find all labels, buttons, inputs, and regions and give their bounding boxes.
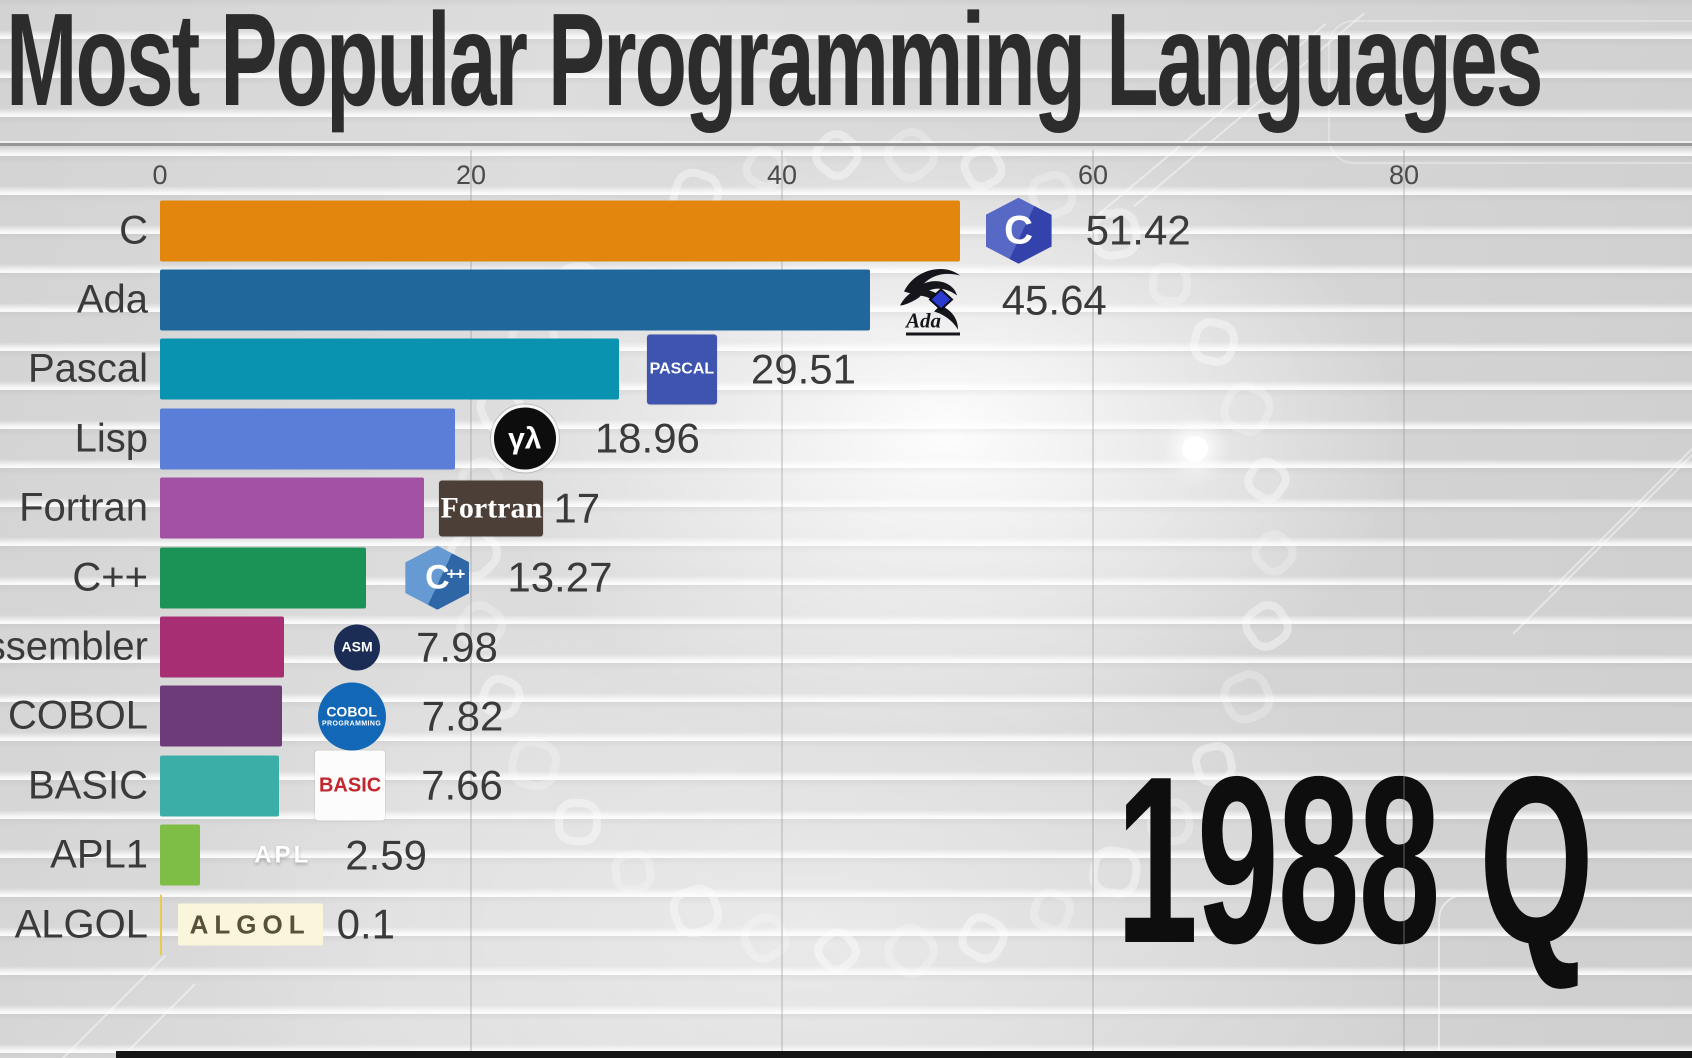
basic-logo-icon: BASIC: [315, 750, 386, 821]
bar: [160, 200, 960, 262]
bar-line: C ++ 13.27: [160, 545, 613, 610]
asm-logo-text: ASM: [341, 638, 373, 655]
bar-row: ALGOL ALGOL 0.1: [0, 890, 1692, 959]
algol-logo-icon: ALGOL: [177, 903, 323, 946]
svg-text:Ada: Ada: [904, 308, 941, 332]
bar: [160, 408, 455, 470]
bar-line: COBOL PROGRAMMING 7.82: [160, 682, 504, 751]
asm-logo-icon: ASM: [334, 624, 381, 671]
bar-line: ALGOL 0.1: [160, 894, 395, 956]
bar-line: BASIC 7.66: [160, 750, 503, 821]
plus-plus-glyph: ++: [446, 564, 465, 584]
fortran-logo-icon: Fortran: [439, 480, 544, 537]
bar: [160, 824, 201, 886]
bar-row: Ada Ada 45.64: [0, 265, 1692, 336]
category-label: Pascal: [27, 346, 148, 391]
bar-line: γλ 18.96: [160, 404, 700, 473]
bar-row: Fortran Fortran 17: [0, 474, 1692, 543]
cobol-logo-icon: COBOL PROGRAMMING: [317, 682, 386, 751]
category-label: BASIC: [27, 763, 148, 808]
bar: [160, 269, 870, 331]
category-label: C++: [72, 555, 148, 600]
value-label: 18.96: [594, 414, 700, 462]
category-label: APL1: [50, 832, 148, 877]
cobol-logo-subtext: PROGRAMMING: [321, 720, 382, 728]
cpp-logo-icon: C ++: [405, 545, 470, 610]
value-label: 2.59: [345, 831, 428, 879]
pascal-logo-icon: PASCAL: [646, 334, 717, 405]
c-logo-icon: C: [985, 197, 1052, 264]
bar-line: APL 2.59: [160, 824, 428, 886]
value-label: 7.66: [421, 761, 503, 809]
bar-row: APL1 APL 2.59: [0, 821, 1692, 890]
bar-row: Assembler ASM 7.98: [0, 612, 1692, 681]
bar: [160, 338, 619, 400]
bar-line: PASCAL 29.51: [160, 334, 856, 405]
category-label: ALGOL: [14, 902, 148, 947]
timeline-bar: [116, 1051, 1692, 1058]
bar-line: Fortran 17: [160, 477, 601, 539]
value-label: 45.64: [1001, 276, 1107, 324]
value-label: 17: [553, 484, 601, 532]
value-label: 13.27: [507, 553, 613, 601]
lisp-logo-icon: γλ: [490, 404, 559, 473]
value-label: 51.42: [1085, 206, 1191, 254]
bar-line: Ada 45.64: [160, 268, 1107, 336]
cobol-logo-text: COBOL: [326, 703, 377, 720]
value-label: 7.82: [421, 692, 504, 740]
bar-row: C C 51.42: [0, 196, 1692, 265]
bar: [160, 755, 280, 817]
bar-row: COBOL COBOL PROGRAMMING 7.82: [0, 682, 1692, 751]
value-label: 7.98: [416, 623, 498, 671]
bar: [160, 616, 285, 678]
bar-row: C++ C ++ 13.27: [0, 543, 1692, 612]
category-label: C: [119, 208, 148, 253]
category-label: Lisp: [74, 416, 148, 461]
bar: [160, 547, 367, 609]
apl-logo-icon: APL: [254, 841, 312, 869]
bar: [160, 894, 162, 956]
bar-line: ASM 7.98: [160, 616, 498, 678]
category-label: Ada: [76, 277, 148, 322]
category-label: COBOL: [7, 693, 148, 738]
value-label: 0.1: [336, 900, 395, 948]
bar: [160, 685, 282, 747]
bar-line: C 51.42: [160, 197, 1191, 264]
lisp-logo-text: γλ: [508, 422, 542, 456]
category-label: Assembler: [0, 624, 148, 669]
bar: [160, 477, 425, 539]
value-label: 29.51: [750, 345, 856, 393]
ada-logo-icon: Ada: [894, 260, 972, 340]
bar-row: Pascal PASCAL 29.51: [0, 334, 1692, 405]
bar-row: Lisp γλ 18.96: [0, 404, 1692, 473]
bar-row: BASIC BASIC 7.66: [0, 750, 1692, 821]
category-label: Fortran: [19, 485, 148, 530]
